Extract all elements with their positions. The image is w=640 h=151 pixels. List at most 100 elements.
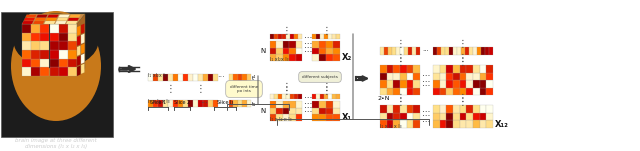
Bar [59,67,68,76]
Bar [290,34,294,39]
Bar [412,47,416,55]
Bar [384,47,388,55]
Polygon shape [77,35,81,46]
Bar [68,41,77,50]
Bar [68,67,77,76]
Text: Slice l₃: Slice l₃ [217,100,233,105]
Bar [332,34,336,39]
Bar [270,48,276,54]
Bar [31,67,40,76]
Polygon shape [24,18,35,21]
Polygon shape [36,15,48,18]
Text: ⋯: ⋯ [422,117,430,125]
Bar [453,80,460,87]
Bar [486,72,493,80]
Bar [68,33,77,41]
FancyBboxPatch shape [1,12,113,137]
Bar [270,94,274,99]
Bar [387,120,394,128]
Text: different subjects: different subjects [302,75,338,79]
Bar [394,113,400,120]
Bar [336,34,340,39]
Bar [486,65,493,72]
Bar [486,113,493,120]
Text: ⋯: ⋯ [422,72,430,80]
Bar [440,120,446,128]
Bar [380,72,387,80]
Bar [294,34,298,39]
Bar [31,50,40,59]
Text: ⋯: ⋯ [304,103,312,111]
Bar [319,54,326,61]
Bar [289,54,296,61]
Bar [473,65,479,72]
Bar [282,34,286,39]
Text: l₁ x l₂ x l₃: l₁ x l₂ x l₃ [270,117,292,122]
Bar [274,94,278,99]
Text: ⋮: ⋮ [458,57,468,67]
Polygon shape [77,26,81,36]
Bar [229,74,234,81]
Text: N: N [260,108,266,114]
Bar [276,101,283,108]
Bar [312,101,319,108]
Bar [453,120,460,128]
Bar [394,80,400,87]
Bar [460,105,467,113]
Bar [453,65,460,72]
Bar [173,100,178,107]
Bar [479,113,486,120]
Bar [467,65,473,72]
Bar [486,87,493,95]
Text: ⋮: ⋮ [458,97,468,107]
Bar [461,47,465,55]
Bar [158,100,163,107]
Text: ⋮: ⋮ [458,39,468,49]
Bar [283,48,289,54]
Bar [387,65,394,72]
Bar [446,87,453,95]
Bar [400,87,406,95]
Text: ⋮: ⋮ [281,26,291,36]
Bar [380,87,387,95]
Bar [467,113,473,120]
Polygon shape [33,21,45,24]
Bar [440,105,446,113]
Bar [148,74,153,81]
Text: ⋯: ⋯ [422,77,430,85]
Bar [441,47,445,55]
Bar [479,105,486,113]
Bar [198,74,203,81]
Bar [489,47,493,55]
Text: ⋯: ⋯ [304,42,312,51]
Bar [158,74,163,81]
Bar [440,72,446,80]
Bar [387,105,394,113]
Bar [22,24,31,33]
Bar [283,101,289,108]
Bar [440,80,446,87]
Bar [203,74,208,81]
Bar [312,114,319,121]
Polygon shape [81,43,84,54]
Bar [392,47,396,55]
Bar [40,24,49,33]
Bar [283,114,289,121]
Bar [469,47,473,55]
Bar [229,100,234,107]
Text: ···: ··· [217,74,225,82]
Text: X₂: X₂ [342,53,352,62]
Bar [473,113,479,120]
Text: ⋮: ⋮ [321,86,331,96]
Bar [333,54,340,61]
Bar [446,65,453,72]
Bar [168,100,173,107]
Bar [446,120,453,128]
Bar [460,113,467,120]
Text: Slice 1: Slice 1 [150,100,166,105]
Bar [413,87,420,95]
Bar [433,120,440,128]
Bar [59,24,68,33]
Text: ⋮: ⋮ [395,39,405,49]
Bar [246,74,251,81]
